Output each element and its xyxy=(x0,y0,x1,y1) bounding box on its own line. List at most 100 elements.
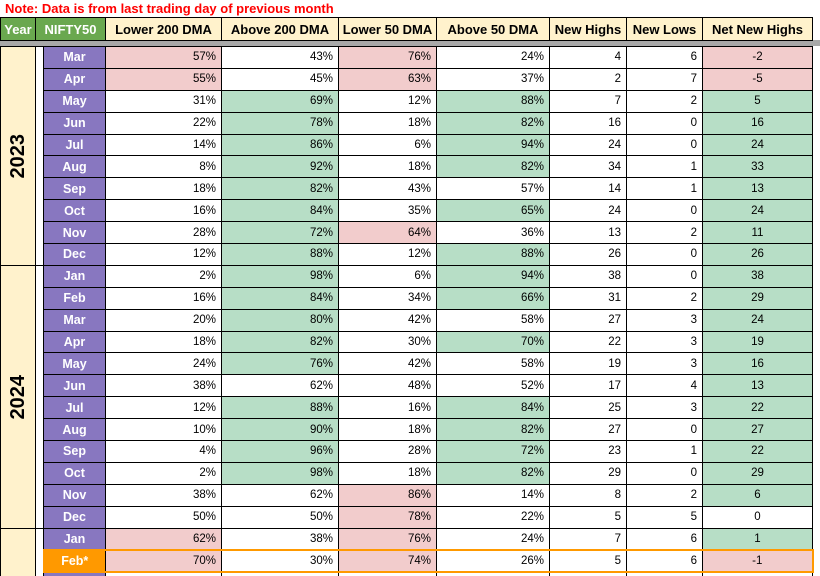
above-50-dma-cell[interactable]: 82% xyxy=(436,111,550,135)
above-200-dma-cell[interactable]: 80% xyxy=(221,308,339,332)
lower-50-dma-cell[interactable]: 18% xyxy=(338,111,437,135)
above-200-dma-cell[interactable]: 30% xyxy=(221,548,339,573)
net-new-highs-cell[interactable]: 19 xyxy=(702,330,813,354)
lower-50-dma-cell[interactable]: 35% xyxy=(338,199,437,223)
lower-50-dma-cell[interactable]: 16% xyxy=(338,396,437,420)
above-50-dma-cell[interactable]: 52% xyxy=(436,374,550,398)
above-200-dma-cell[interactable]: 62% xyxy=(221,374,339,398)
lower-50-dma-cell[interactable]: 43% xyxy=(338,177,437,201)
above-50-dma-cell[interactable]: 94% xyxy=(436,133,550,157)
lower-200-dma-cell[interactable]: 38% xyxy=(105,483,222,507)
new-highs-cell[interactable]: 24 xyxy=(549,133,627,157)
new-lows-cell[interactable]: 0 xyxy=(626,199,703,223)
net-new-highs-cell[interactable]: 24 xyxy=(702,133,813,157)
new-highs-cell[interactable]: 8 xyxy=(549,483,627,507)
above-200-dma-cell[interactable]: 88% xyxy=(221,396,339,420)
net-new-highs-cell[interactable]: 24 xyxy=(702,308,813,332)
month-cell[interactable]: Dec xyxy=(43,243,106,266)
above-200-dma-cell[interactable]: 98% xyxy=(221,461,339,485)
header-new-highs[interactable]: New Highs xyxy=(549,17,627,41)
month-cell[interactable]: Jul xyxy=(43,396,106,420)
new-lows-cell[interactable]: 2 xyxy=(626,89,703,113)
lower-50-dma-cell[interactable]: 34% xyxy=(338,286,437,310)
net-new-highs-cell[interactable]: -5 xyxy=(702,67,813,91)
net-new-highs-cell[interactable]: 29 xyxy=(702,286,813,310)
above-50-dma-cell[interactable]: 72% xyxy=(436,440,550,463)
above-200-dma-cell[interactable]: 84% xyxy=(221,199,339,223)
header-nifty50[interactable]: NIFTY50 xyxy=(35,17,106,41)
above-50-dma-cell[interactable]: 24% xyxy=(436,46,550,69)
net-new-highs-cell[interactable]: 24 xyxy=(702,199,813,223)
above-50-dma-cell[interactable]: 26% xyxy=(436,548,550,573)
above-50-dma-cell[interactable]: 24% xyxy=(436,527,550,551)
lower-50-dma-cell[interactable]: 48% xyxy=(338,374,437,398)
new-highs-cell[interactable]: 26 xyxy=(549,243,627,266)
new-lows-cell[interactable]: 0 xyxy=(626,418,703,442)
new-lows-cell[interactable]: 0 xyxy=(626,133,703,157)
new-highs-cell[interactable]: 25 xyxy=(549,396,627,420)
lower-200-dma-cell[interactable]: 20% xyxy=(105,308,222,332)
month-cell[interactable]: Sep xyxy=(43,177,106,201)
month-cell[interactable]: Mar xyxy=(43,46,106,69)
above-50-dma-cell[interactable]: 94% xyxy=(436,264,550,288)
net-new-highs-cell[interactable]: 13 xyxy=(702,177,813,201)
new-highs-cell[interactable]: 5 xyxy=(549,505,627,529)
new-lows-cell[interactable]: 3 xyxy=(626,396,703,420)
new-lows-cell[interactable]: 2 xyxy=(626,483,703,507)
net-new-highs-cell[interactable]: 38 xyxy=(702,264,813,288)
lower-50-dma-cell[interactable]: 76% xyxy=(338,46,437,69)
lower-50-dma-cell[interactable]: 63% xyxy=(338,67,437,91)
net-new-highs-cell[interactable]: -1 xyxy=(702,548,814,573)
lower-200-dma-cell[interactable]: 12% xyxy=(105,243,222,266)
month-cell[interactable]: Aug xyxy=(43,155,106,179)
new-highs-cell[interactable]: 24 xyxy=(549,199,627,223)
new-lows-cell[interactable]: 6 xyxy=(626,548,703,573)
month-cell[interactable]: Jul xyxy=(43,133,106,157)
new-highs-cell[interactable]: 13 xyxy=(549,221,627,245)
net-new-highs-cell[interactable]: 26 xyxy=(702,243,813,266)
new-lows-cell[interactable]: 0 xyxy=(626,264,703,288)
month-cell[interactable] xyxy=(43,571,106,576)
net-new-highs-cell[interactable]: 29 xyxy=(702,461,813,485)
lower-50-dma-cell[interactable]: 18% xyxy=(338,155,437,179)
new-highs-cell[interactable]: 4 xyxy=(549,46,627,69)
net-new-highs-cell[interactable]: 0 xyxy=(702,505,813,529)
month-cell[interactable]: Sep xyxy=(43,440,106,463)
above-50-dma-cell[interactable]: 65% xyxy=(436,199,550,223)
lower-200-dma-cell[interactable] xyxy=(105,571,222,576)
above-200-dma-cell[interactable]: 45% xyxy=(221,67,339,91)
net-new-highs-cell[interactable]: 13 xyxy=(702,374,813,398)
above-200-dma-cell[interactable]: 82% xyxy=(221,330,339,354)
lower-50-dma-cell[interactable]: 64% xyxy=(338,221,437,245)
lower-50-dma-cell[interactable]: 76% xyxy=(338,527,437,551)
lower-200-dma-cell[interactable]: 14% xyxy=(105,133,222,157)
month-cell[interactable]: Oct xyxy=(43,199,106,223)
new-lows-cell[interactable]: 0 xyxy=(626,111,703,135)
new-lows-cell[interactable]: 5 xyxy=(626,505,703,529)
new-lows-cell[interactable]: 1 xyxy=(626,177,703,201)
above-50-dma-cell[interactable]: 88% xyxy=(436,243,550,266)
lower-50-dma-cell[interactable]: 12% xyxy=(338,243,437,266)
new-lows-cell[interactable]: 2 xyxy=(626,221,703,245)
header-new-lows[interactable]: New Lows xyxy=(626,17,703,41)
above-50-dma-cell[interactable]: 22% xyxy=(436,505,550,529)
above-200-dma-cell[interactable]: 96% xyxy=(221,440,339,463)
new-lows-cell[interactable] xyxy=(626,571,703,576)
lower-200-dma-cell[interactable]: 18% xyxy=(105,177,222,201)
above-200-dma-cell[interactable]: 90% xyxy=(221,418,339,442)
above-50-dma-cell[interactable]: 70% xyxy=(436,330,550,354)
lower-200-dma-cell[interactable]: 10% xyxy=(105,418,222,442)
above-200-dma-cell[interactable]: 62% xyxy=(221,483,339,507)
month-cell[interactable]: Feb xyxy=(43,286,106,310)
net-new-highs-cell[interactable]: 1 xyxy=(702,527,813,551)
new-lows-cell[interactable]: 2 xyxy=(626,286,703,310)
above-200-dma-cell[interactable]: 72% xyxy=(221,221,339,245)
above-50-dma-cell[interactable]: 84% xyxy=(436,396,550,420)
lower-50-dma-cell[interactable]: 6% xyxy=(338,264,437,288)
lower-200-dma-cell[interactable]: 16% xyxy=(105,199,222,223)
month-cell[interactable]: Nov xyxy=(43,483,106,507)
above-50-dma-cell[interactable]: 82% xyxy=(436,155,550,179)
above-50-dma-cell[interactable] xyxy=(436,571,550,576)
above-200-dma-cell[interactable]: 84% xyxy=(221,286,339,310)
month-cell[interactable]: Jun xyxy=(43,111,106,135)
